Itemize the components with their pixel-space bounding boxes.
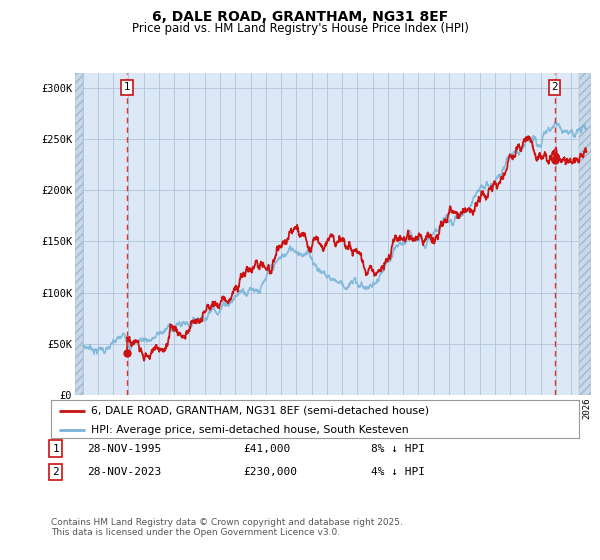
Text: 2: 2 <box>52 467 59 477</box>
Text: Price paid vs. HM Land Registry's House Price Index (HPI): Price paid vs. HM Land Registry's House … <box>131 22 469 35</box>
Text: HPI: Average price, semi-detached house, South Kesteven: HPI: Average price, semi-detached house,… <box>91 424 408 435</box>
Bar <box>579 73 591 395</box>
Text: 1: 1 <box>52 444 59 454</box>
Text: 1: 1 <box>124 82 130 92</box>
Text: 8% ↓ HPI: 8% ↓ HPI <box>371 444 425 454</box>
Text: £230,000: £230,000 <box>243 467 297 477</box>
Text: £41,000: £41,000 <box>243 444 290 454</box>
Text: 2: 2 <box>551 82 558 92</box>
Text: 4% ↓ HPI: 4% ↓ HPI <box>371 467 425 477</box>
Bar <box>75 73 83 395</box>
Text: 28-NOV-2023: 28-NOV-2023 <box>87 467 161 477</box>
Text: 28-NOV-1995: 28-NOV-1995 <box>87 444 161 454</box>
Text: 6, DALE ROAD, GRANTHAM, NG31 8EF: 6, DALE ROAD, GRANTHAM, NG31 8EF <box>152 10 448 24</box>
Text: Contains HM Land Registry data © Crown copyright and database right 2025.
This d: Contains HM Land Registry data © Crown c… <box>51 518 403 538</box>
Text: 6, DALE ROAD, GRANTHAM, NG31 8EF (semi-detached house): 6, DALE ROAD, GRANTHAM, NG31 8EF (semi-d… <box>91 405 429 416</box>
